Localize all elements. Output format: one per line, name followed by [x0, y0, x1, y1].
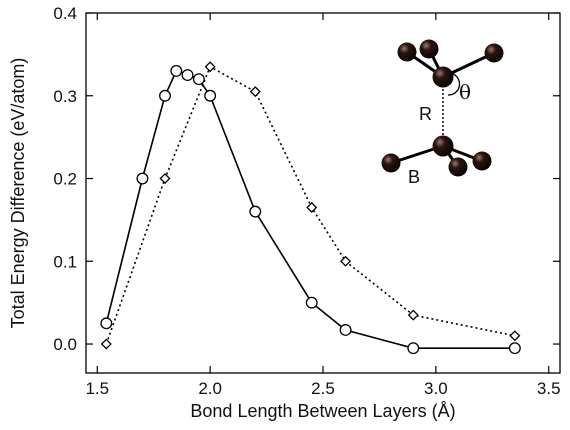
y-axis-label: Total Energy Difference (eV/atom): [8, 58, 28, 329]
series-1-point: [204, 89, 217, 102]
series-2-line: [105, 65, 516, 345]
inset-atom: [432, 66, 454, 88]
series-1-point: [181, 69, 194, 82]
series-lines: [105, 65, 516, 350]
series-1-point: [508, 342, 521, 355]
axis-ticks: [86, 12, 560, 373]
plot-frame: [85, 12, 561, 374]
series-2-point: [159, 172, 171, 185]
series-2-point: [407, 309, 419, 321]
inset-atom: [432, 135, 454, 157]
x-tick-label: 3.0: [424, 379, 448, 398]
inset-b-label: B: [408, 167, 420, 187]
series-1-point: [136, 172, 149, 185]
inset-atom: [448, 157, 468, 177]
series-1-point: [339, 324, 352, 336]
y-tick-label: 0.1: [53, 252, 77, 271]
series-1-point: [407, 342, 420, 355]
y-tick-label: 0.0: [53, 335, 77, 354]
series-2-point: [340, 255, 352, 267]
x-tick-label: 3.5: [537, 379, 561, 398]
y-tick-label: 0.2: [53, 170, 77, 189]
series-1-point: [100, 317, 113, 330]
inset-atom: [484, 43, 504, 63]
y-tick-label: 0.4: [53, 4, 77, 23]
x-tick-label: 2.0: [198, 379, 222, 398]
inset-atoms: [381, 39, 504, 177]
series-2-point: [509, 330, 521, 342]
series-1-line: [105, 69, 515, 350]
x-axis-label: Bond Length Between Layers (Å): [190, 401, 455, 421]
series-1-point: [159, 89, 171, 102]
series-1-point: [170, 64, 183, 77]
series-1-point: [305, 296, 318, 309]
inset-atom: [381, 153, 401, 173]
series-2-point: [306, 201, 318, 214]
x-tick-label: 2.5: [311, 379, 335, 398]
molecule-inset: θ R B: [381, 39, 504, 187]
inset-atom: [419, 39, 439, 59]
series-2-point: [100, 338, 112, 350]
x-tick-label: 1.5: [85, 379, 109, 398]
inset-atom: [397, 42, 417, 62]
series-1-point: [249, 205, 262, 218]
y-tick-label: 0.3: [53, 87, 77, 106]
tick-labels: 1.5 2.0 2.5 3.0 3.5 0.0 0.1 0.2 0.3 0.4: [53, 4, 560, 398]
inset-theta-label: θ: [459, 80, 471, 104]
series-2-point: [204, 61, 216, 73]
series-2-point: [249, 86, 261, 98]
inset-r-label: R: [419, 104, 432, 124]
inset-atom: [472, 151, 492, 171]
series-1-point: [192, 73, 205, 86]
series-markers: [100, 61, 521, 355]
